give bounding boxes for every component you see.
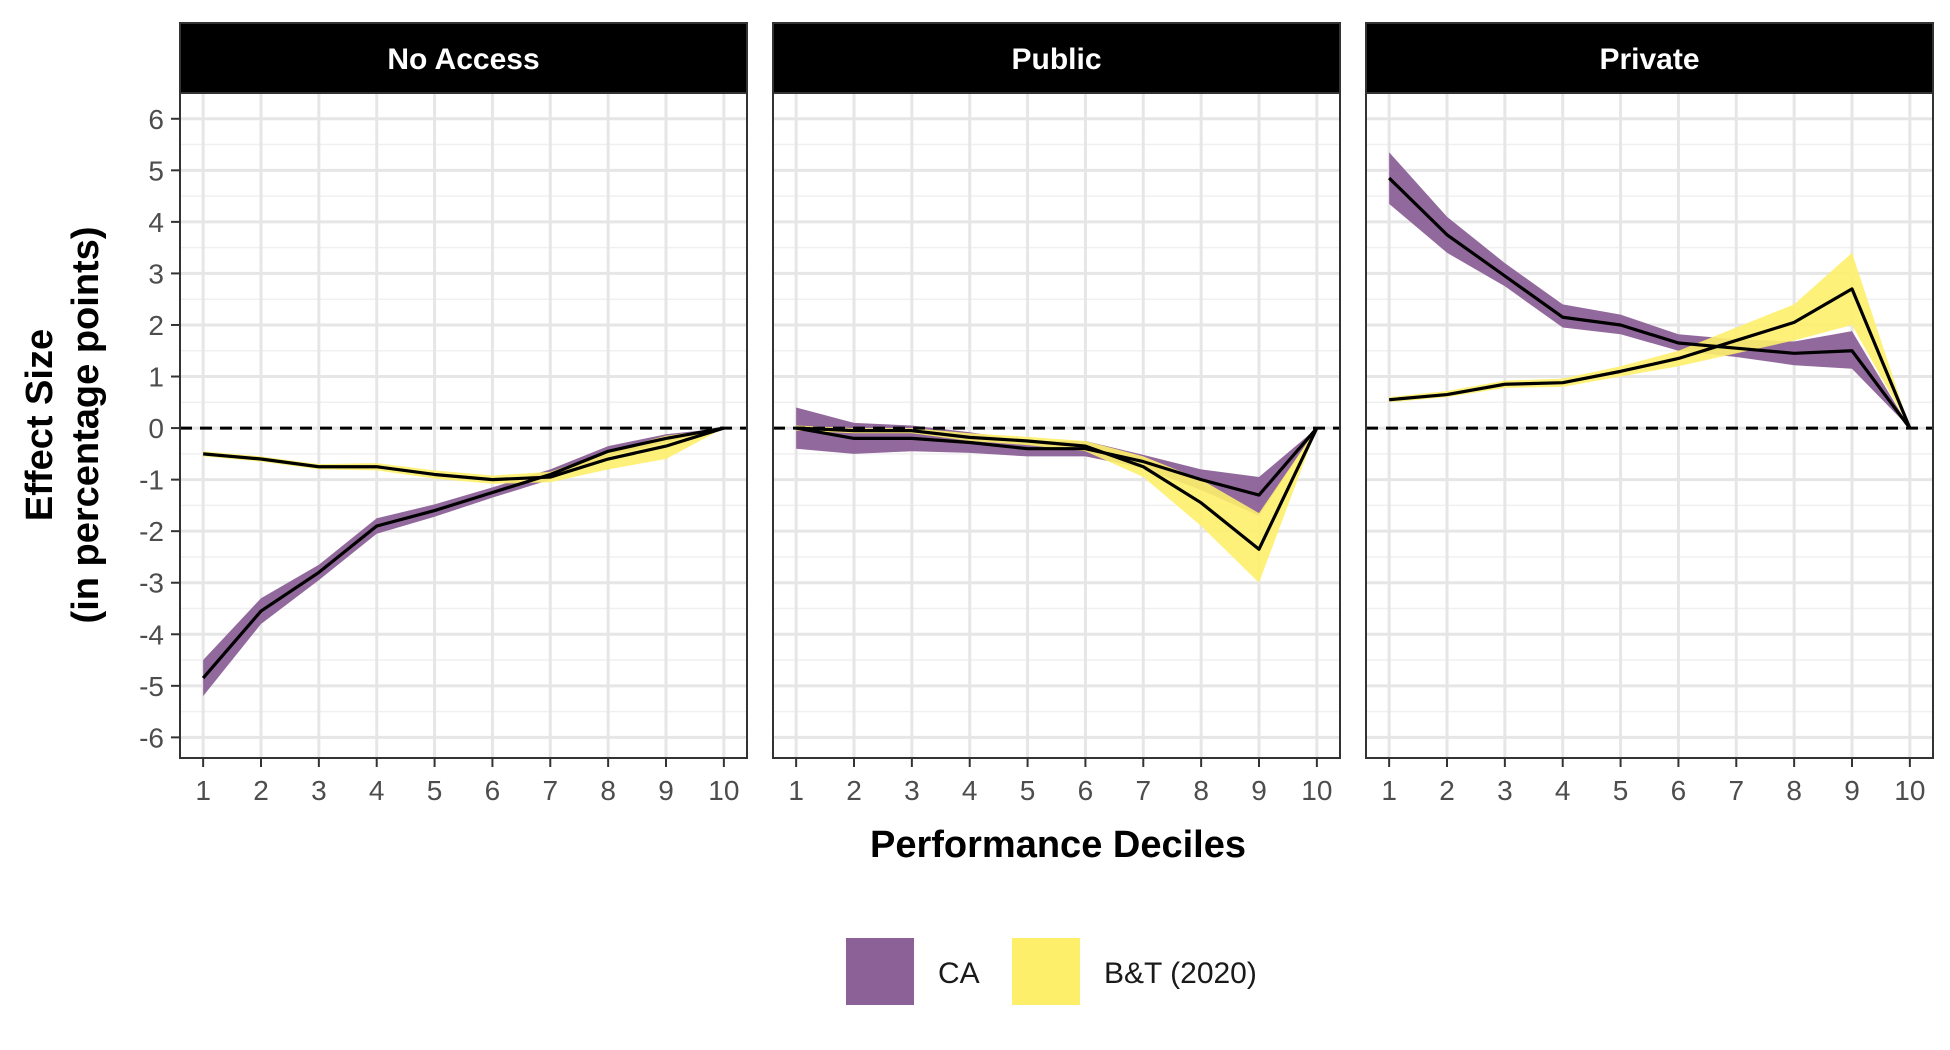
y-tick-label: 0	[148, 413, 164, 444]
x-tick-label: 1	[1381, 775, 1397, 806]
x-tick-label: 6	[1671, 775, 1687, 806]
legend-key-bt-2020	[1012, 938, 1080, 1005]
facet-strip	[1365, 22, 1934, 94]
panel-background	[1366, 93, 1933, 758]
x-tick-label: 2	[253, 775, 269, 806]
x-tick-label: 3	[1497, 775, 1513, 806]
legend-key-ca	[846, 938, 914, 1005]
series-line-ca	[795, 426, 1319, 497]
series-line-ca	[201, 426, 725, 680]
x-tick-label: 10	[1301, 775, 1332, 806]
facet-strip-label: Private	[1599, 43, 1699, 76]
series-line-b-t-2020-	[1388, 287, 1912, 429]
x-tick-label: 3	[904, 775, 920, 806]
y-tick-label: -4	[139, 619, 164, 650]
y-tick-label: 6	[148, 104, 164, 135]
panel-background	[180, 93, 747, 758]
y-tick-label: -3	[139, 568, 164, 599]
y-tick-label: -5	[139, 671, 164, 702]
x-tick-label: 4	[369, 775, 385, 806]
x-tick-label: 8	[1193, 775, 1209, 806]
legend: CA B&T (2020)	[846, 938, 1257, 1005]
legend-label: CA	[938, 957, 980, 990]
y-tick-label: 4	[148, 207, 164, 238]
y-tick-label: 3	[148, 258, 164, 289]
x-tick-label: 7	[1728, 775, 1744, 806]
facet-strip-label: No Access	[387, 43, 539, 76]
x-tick-label: 1	[195, 775, 211, 806]
x-tick-label: 1	[788, 775, 804, 806]
y-tick-label: 2	[148, 310, 164, 341]
x-tick-label: 9	[658, 775, 674, 806]
x-tick-label: 8	[1786, 775, 1802, 806]
series-line-ca	[1388, 176, 1912, 430]
ribbon-ca	[1389, 152, 1910, 429]
x-tick-label: 10	[708, 775, 739, 806]
x-tick-label: 9	[1844, 775, 1860, 806]
x-tick-label: 7	[1135, 775, 1151, 806]
facet-panel-private: Private 1 2 3 4 5 6 7 8 9 10	[1365, 22, 1934, 806]
x-tick-label: 6	[485, 775, 501, 806]
x-tick-label: 7	[542, 775, 558, 806]
legend-label: B&T (2020)	[1104, 957, 1257, 990]
x-tick-label: 4	[962, 775, 978, 806]
x-tick-label: 5	[427, 775, 443, 806]
y-tick-label: 1	[148, 362, 164, 393]
series-line-b-t-2020-	[796, 426, 1319, 551]
facet-strip	[179, 22, 748, 94]
y-axis-title-line: (in percentage points)	[65, 227, 107, 624]
x-tick-label: 5	[1020, 775, 1036, 806]
x-tick-label: 2	[1439, 775, 1455, 806]
x-axis-title: Performance Deciles	[870, 824, 1246, 866]
x-tick-label: 2	[846, 775, 862, 806]
facet-strip	[772, 22, 1341, 94]
y-tick-label: -1	[139, 465, 164, 496]
facet-panel-no-access: No Access 1 2 3 4 5 6 7 8 9 10 -6 -5 -4 -3 -2 -1 0 1 2 3 4 5 6	[139, 22, 748, 806]
x-tick-label: 9	[1251, 775, 1267, 806]
x-tick-label: 6	[1078, 775, 1094, 806]
x-tick-label: 3	[311, 775, 327, 806]
x-tick-label: 4	[1555, 775, 1571, 806]
y-tick-label: -2	[139, 516, 164, 547]
x-tick-label: 8	[600, 775, 616, 806]
y-tick-label: 5	[148, 155, 164, 186]
ribbon-b-t-2020-	[796, 425, 1317, 583]
y-tick-label: -6	[139, 722, 164, 753]
y-axis-title: Effect Size (in percentage points)	[19, 227, 107, 624]
x-tick-label: 10	[1894, 775, 1925, 806]
y-axis-title-line: Effect Size	[19, 329, 61, 521]
facet-strip-label: Public	[1011, 43, 1101, 76]
ribbon-b-t-2020-	[203, 428, 724, 484]
x-tick-label: 5	[1613, 775, 1629, 806]
series-line-b-t-2020-	[202, 426, 725, 482]
facet-panel-public: Public 1 2 3 4 5 6 7 8 9 10	[772, 22, 1341, 806]
